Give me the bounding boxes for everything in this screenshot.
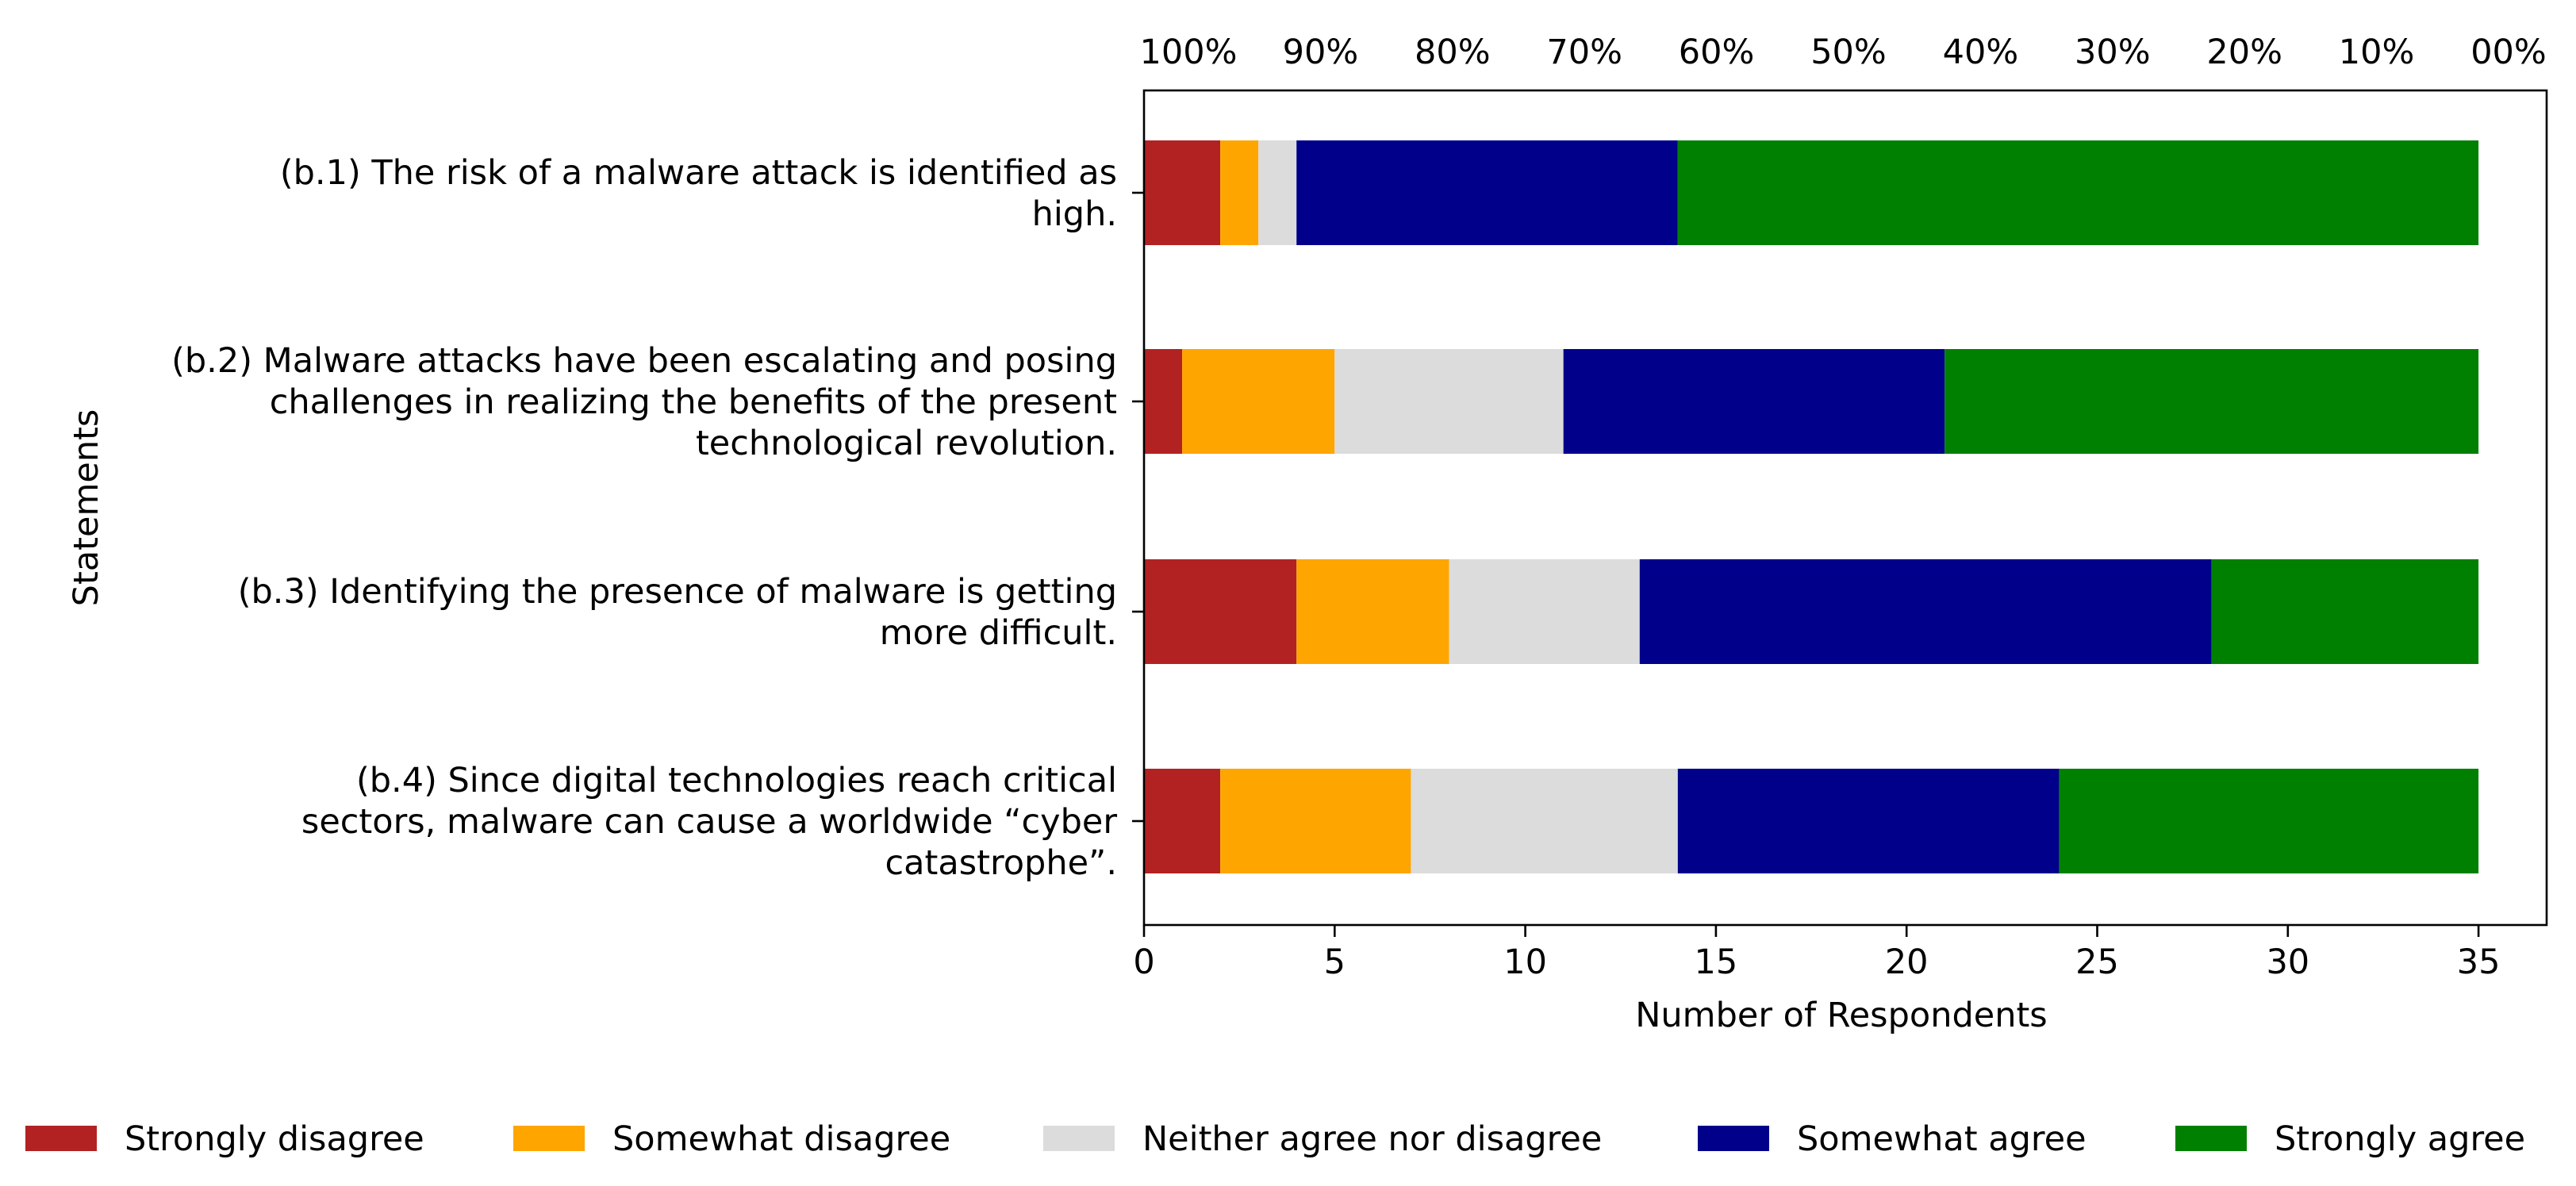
x-tick-label: 30 bbox=[2266, 942, 2309, 982]
legend-label: Neither agree nor disagree bbox=[1142, 1119, 1602, 1159]
y-axis: (b.1) The risk of a malware attack is id… bbox=[171, 153, 1144, 883]
top-tick-label: 60% bbox=[1679, 33, 1755, 72]
top-tick-label: 20% bbox=[2206, 33, 2282, 72]
legend-label: Somewhat agree bbox=[1797, 1119, 2087, 1159]
bar-segment-3-strongly-agree bbox=[2211, 559, 2479, 664]
bar-segment-3-somewhat-agree bbox=[1639, 559, 2212, 664]
x-tick-label: 25 bbox=[2075, 942, 2119, 982]
legend-label: Strongly disagree bbox=[125, 1119, 424, 1159]
x-tick-label: 0 bbox=[1133, 942, 1154, 982]
bar-segment-1-strongly-disagree bbox=[1144, 140, 1221, 245]
bar-segment-2-somewhat-disagree bbox=[1182, 349, 1335, 454]
legend-swatch bbox=[25, 1126, 97, 1151]
top-tick-label: 50% bbox=[1810, 33, 1887, 72]
y-category-label-line: challenges in realizing the benefits of … bbox=[270, 382, 1117, 422]
y-category-label-line: high. bbox=[1032, 194, 1117, 234]
x-axis: 0 5 10 15 20 25 30 35 bbox=[1133, 925, 2500, 982]
top-tick-label: 100% bbox=[1140, 33, 1238, 72]
bar-segment-1-neither-agree-nor-disagree bbox=[1258, 140, 1297, 245]
bar-segment-3-somewhat-disagree bbox=[1296, 559, 1449, 664]
y-category-label-line: (b.2) Malware attacks have been escalati… bbox=[171, 341, 1117, 381]
bar-segment-4-somewhat-disagree bbox=[1220, 769, 1411, 873]
bar-segment-2-neither-agree-nor-disagree bbox=[1334, 349, 1564, 454]
y-category-label-line: (b.3) Identifying the presence of malwar… bbox=[238, 572, 1117, 612]
bar-segment-4-strongly-agree bbox=[2059, 769, 2479, 873]
bar-segment-4-neither-agree-nor-disagree bbox=[1411, 769, 1678, 873]
x-tick-label: 20 bbox=[1885, 942, 1929, 982]
y-category-label-line: more difficult. bbox=[880, 613, 1117, 653]
bar-segment-2-somewhat-agree bbox=[1563, 349, 1945, 454]
x-axis-label: Number of Respondents bbox=[1635, 996, 2047, 1035]
legend-label: Somewhat disagree bbox=[612, 1119, 950, 1159]
top-tick-label: 80% bbox=[1415, 33, 1491, 72]
bar-segment-1-strongly-agree bbox=[1677, 140, 2479, 245]
legend-swatch bbox=[1698, 1126, 1769, 1151]
legend-swatch bbox=[513, 1126, 585, 1151]
bar-segment-2-strongly-disagree bbox=[1144, 349, 1183, 454]
bar-segment-3-strongly-disagree bbox=[1144, 559, 1297, 664]
bar-segment-4-somewhat-agree bbox=[1677, 769, 2060, 873]
y-category-label-line: (b.1) The risk of a malware attack is id… bbox=[280, 153, 1117, 193]
top-tick-label: 70% bbox=[1546, 33, 1622, 72]
legend-label: Strongly agree bbox=[2275, 1119, 2525, 1159]
bar-segment-2-strongly-agree bbox=[1944, 349, 2479, 454]
bar-segment-4-strongly-disagree bbox=[1144, 769, 1221, 873]
legend: Strongly disagree Somewhat disagree Neithe… bbox=[25, 1119, 2525, 1159]
legend-swatch bbox=[1043, 1126, 1115, 1151]
top-tick-label: 90% bbox=[1283, 33, 1359, 72]
top-tick-label: 00% bbox=[2470, 33, 2547, 72]
y-category-label-line: catastrophe”. bbox=[885, 843, 1117, 883]
bar-segment-3-neither-agree-nor-disagree bbox=[1449, 559, 1640, 664]
y-category-label-line: (b.4) Since digital technologies reach c… bbox=[356, 761, 1117, 800]
x-tick-label: 5 bbox=[1324, 942, 1346, 982]
top-percentage-axis: 100% 90% 80% 70% 60% 50% 40% 30% 20% 10% 00% bbox=[1140, 33, 2547, 72]
x-tick-label: 15 bbox=[1695, 942, 1738, 982]
y-category-label-line: sectors, malware can cause a worldwide “… bbox=[301, 802, 1117, 842]
bar-segment-1-somewhat-agree bbox=[1296, 140, 1678, 245]
bar-segment-1-somewhat-disagree bbox=[1220, 140, 1259, 245]
x-tick-label: 10 bbox=[1503, 942, 1547, 982]
bars-layer bbox=[1144, 140, 2479, 873]
y-category-label-line: technological revolution. bbox=[696, 424, 1117, 463]
legend-swatch bbox=[2175, 1126, 2247, 1151]
x-tick-label: 35 bbox=[2457, 942, 2501, 982]
plot-frame bbox=[1142, 89, 2548, 927]
y-axis-label: Statements bbox=[67, 409, 106, 607]
top-tick-label: 30% bbox=[2075, 33, 2151, 72]
top-tick-label: 10% bbox=[2339, 33, 2415, 72]
top-tick-label: 40% bbox=[1943, 33, 2019, 72]
